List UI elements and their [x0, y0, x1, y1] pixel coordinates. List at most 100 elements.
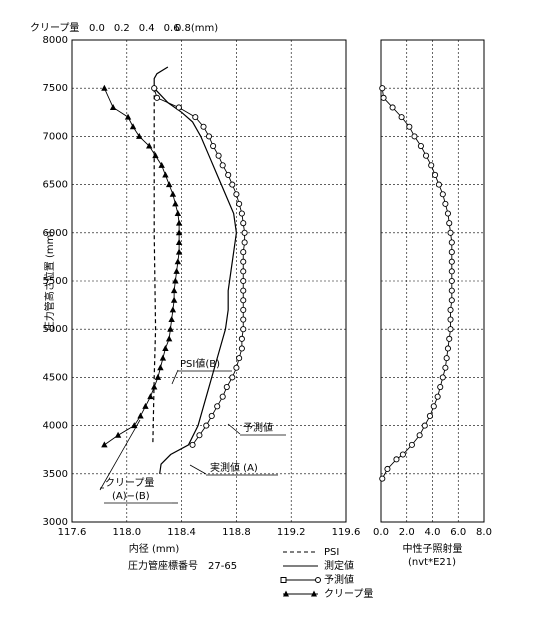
point [240, 316, 247, 323]
point [101, 84, 108, 91]
point [137, 412, 144, 419]
annotation-leader [171, 369, 179, 385]
point [172, 277, 179, 284]
point [200, 123, 207, 130]
y-tick-label: 3500 [43, 469, 68, 480]
point [380, 94, 387, 101]
point [151, 85, 158, 92]
x-tick-label: 8.0 [476, 527, 492, 538]
point [205, 133, 213, 140]
point [170, 287, 178, 294]
point [165, 181, 173, 188]
point [240, 287, 247, 294]
point [240, 277, 247, 285]
point [379, 85, 386, 92]
x2-tick-label: 0.4 [139, 23, 155, 34]
y-tick-label: 3000 [43, 517, 68, 528]
point [406, 123, 413, 130]
x-tick-label: 119.2 [277, 527, 306, 538]
point [175, 238, 183, 245]
point [448, 258, 455, 265]
point [225, 171, 232, 179]
point [432, 171, 439, 179]
subtitle: 圧力管座標番号 27-65 [128, 559, 237, 572]
point [169, 190, 177, 197]
point [448, 297, 455, 304]
point [114, 431, 122, 438]
x-axis-label: 内径 (mm) [129, 542, 180, 555]
point [448, 249, 455, 256]
point [173, 267, 180, 274]
point [447, 229, 454, 236]
x-tick-label: 118.8 [222, 527, 251, 538]
legend-label: クリープ量 [324, 588, 373, 600]
point [448, 268, 455, 275]
x2-tick-label: 0.2 [114, 23, 130, 34]
series-line [152, 88, 157, 445]
point [175, 104, 182, 111]
point [229, 374, 236, 381]
point [233, 191, 240, 198]
point [233, 364, 240, 371]
point [157, 364, 164, 371]
x-axis-label: 中性子照射量 [403, 542, 463, 555]
point [219, 162, 226, 169]
point [417, 142, 424, 150]
point [162, 344, 169, 351]
point [189, 441, 196, 448]
point [147, 393, 154, 400]
plot-frame [71, 39, 347, 523]
point [241, 239, 248, 246]
point [448, 239, 455, 246]
x-tick-label: 117.6 [58, 527, 87, 538]
point [208, 412, 215, 420]
point [203, 422, 210, 429]
point [168, 316, 175, 323]
y-tick-label: 7500 [43, 83, 68, 94]
annotation: クリープ量 [105, 477, 154, 489]
x2-tick-label: 0.6 [164, 23, 180, 34]
y-tick-label: 8000 [43, 35, 68, 46]
point [448, 287, 455, 294]
point [152, 152, 159, 159]
point [240, 258, 247, 265]
series-line [381, 88, 453, 479]
point [240, 297, 247, 304]
x-tick-label: 0.0 [373, 527, 389, 538]
point [416, 432, 423, 439]
series-line [153, 66, 238, 474]
point [408, 441, 415, 448]
point [442, 364, 449, 371]
point [165, 335, 173, 342]
legend-marker [283, 590, 289, 597]
x-unit: (nvt*E21) [408, 557, 456, 568]
y-tick-label: 4500 [43, 372, 68, 383]
point [446, 335, 453, 342]
point [241, 229, 248, 236]
y-tick-label: 5000 [43, 324, 68, 335]
annotation-leader [99, 419, 141, 491]
point [437, 383, 444, 391]
point [159, 354, 167, 361]
legend-label: 測定値 [324, 559, 354, 572]
point [174, 210, 182, 217]
point [240, 268, 247, 275]
point [240, 326, 247, 333]
point [439, 374, 446, 381]
point [223, 383, 230, 391]
point [426, 412, 433, 420]
x-tick-label: 4.0 [425, 527, 441, 538]
point [238, 335, 245, 342]
point [124, 113, 132, 120]
legend-label: PSI [324, 547, 339, 558]
point [174, 258, 182, 265]
point [240, 220, 247, 227]
point [238, 345, 245, 352]
y-tick-label: 4000 [43, 421, 68, 432]
point [175, 248, 183, 255]
legend-marker [315, 577, 321, 583]
point [447, 316, 454, 323]
x-tick-label: 119.6 [332, 527, 361, 538]
point [109, 103, 117, 110]
